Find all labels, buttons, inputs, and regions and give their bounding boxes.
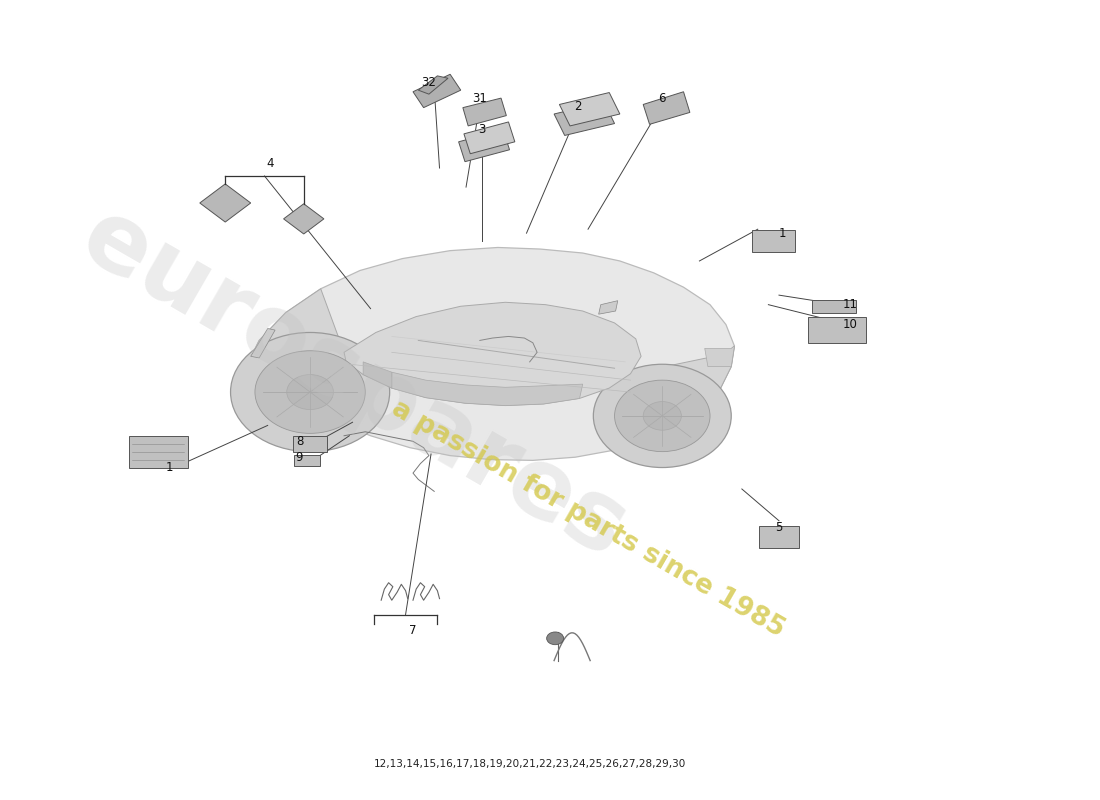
- Text: 4: 4: [266, 157, 274, 170]
- Text: 31: 31: [472, 92, 487, 105]
- Polygon shape: [412, 74, 461, 108]
- Polygon shape: [464, 122, 515, 154]
- Circle shape: [287, 374, 333, 410]
- Polygon shape: [560, 93, 620, 126]
- Polygon shape: [243, 289, 363, 408]
- Text: 7: 7: [409, 624, 417, 637]
- Text: 1: 1: [165, 461, 173, 474]
- Text: 8: 8: [296, 435, 304, 448]
- Text: 12,13,14,15,16,17,18,19,20,21,22,23,24,25,26,27,28,29,30: 12,13,14,15,16,17,18,19,20,21,22,23,24,2…: [374, 759, 685, 769]
- Polygon shape: [705, 346, 735, 366]
- Polygon shape: [554, 102, 615, 135]
- Polygon shape: [812, 300, 857, 313]
- Circle shape: [255, 350, 365, 434]
- Circle shape: [231, 333, 389, 452]
- Polygon shape: [200, 184, 251, 222]
- Polygon shape: [243, 247, 735, 460]
- Text: 2: 2: [574, 99, 581, 113]
- Text: 6: 6: [659, 92, 666, 105]
- Polygon shape: [418, 76, 448, 94]
- Text: a passion for parts since 1985: a passion for parts since 1985: [387, 395, 789, 642]
- Text: 10: 10: [843, 318, 858, 331]
- Circle shape: [593, 364, 732, 467]
- Circle shape: [547, 632, 563, 645]
- Polygon shape: [759, 526, 799, 548]
- Polygon shape: [294, 455, 320, 466]
- Text: 1: 1: [779, 226, 786, 240]
- Polygon shape: [752, 230, 795, 252]
- Polygon shape: [392, 372, 583, 406]
- Text: 11: 11: [843, 298, 858, 311]
- Circle shape: [615, 380, 710, 452]
- Polygon shape: [808, 318, 867, 342]
- Polygon shape: [129, 436, 188, 467]
- Text: 3: 3: [478, 123, 485, 136]
- Polygon shape: [363, 362, 392, 388]
- Polygon shape: [598, 301, 618, 314]
- Polygon shape: [284, 204, 323, 234]
- Circle shape: [644, 402, 681, 430]
- Text: 9: 9: [296, 450, 304, 464]
- Polygon shape: [251, 329, 275, 358]
- Polygon shape: [344, 302, 641, 406]
- Polygon shape: [459, 130, 509, 162]
- Polygon shape: [293, 436, 327, 452]
- Polygon shape: [609, 346, 735, 450]
- Text: 5: 5: [776, 521, 783, 534]
- Text: 32: 32: [421, 76, 437, 89]
- Polygon shape: [463, 98, 506, 126]
- Polygon shape: [644, 92, 690, 124]
- Text: eurospares: eurospares: [65, 190, 644, 578]
